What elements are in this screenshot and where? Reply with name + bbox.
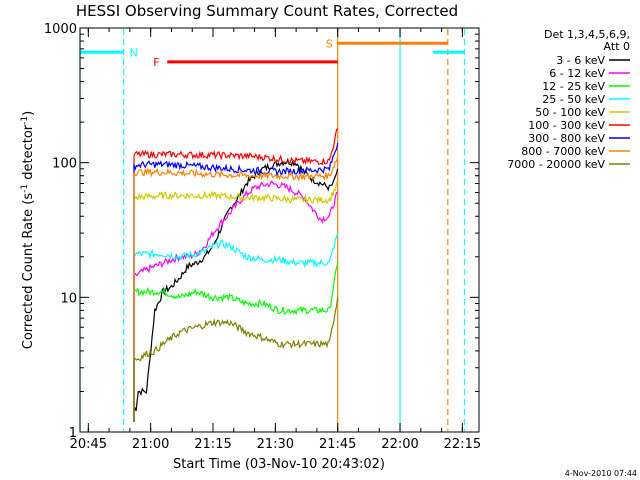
x-tick-label: 21:15 xyxy=(194,437,231,452)
legend-label-8: 800 - 7000 keV xyxy=(521,145,605,158)
legend-label-5: 50 - 100 keV xyxy=(535,106,605,119)
legend-label-9: 7000 - 20000 keV xyxy=(507,158,605,171)
saa-bar-label: N xyxy=(130,46,138,59)
x-tick-label: 21:30 xyxy=(257,437,294,452)
series-layer xyxy=(133,127,339,422)
x-tick-label: 20:45 xyxy=(70,437,107,452)
x-tick-label: 21:00 xyxy=(132,437,169,452)
series-line-6 xyxy=(133,127,339,422)
y-tick-label: 1 xyxy=(69,426,77,441)
series-line-2 xyxy=(133,180,338,422)
annotations-layer: N F S xyxy=(79,29,466,431)
chart-title: HESSI Observing Summary Count Rates, Cor… xyxy=(76,2,458,20)
x-tick-label: 21:45 xyxy=(319,437,356,452)
legend-label-1: 3 - 6 keV xyxy=(556,54,605,67)
series-line-9 xyxy=(133,297,339,422)
y-tick-label: 1000 xyxy=(44,22,77,37)
series-line-1 xyxy=(133,157,339,422)
y-tick-label: 100 xyxy=(52,157,77,172)
plot-frame xyxy=(79,27,480,433)
x-tick-label: 22:00 xyxy=(381,437,418,452)
y-axis-label-sup2: -1 xyxy=(20,116,30,125)
legend-label-7: 300 - 800 keV xyxy=(528,132,605,145)
flare-bar-label: F xyxy=(153,56,159,69)
series-line-8 xyxy=(133,156,339,422)
y-tick-label: 10 xyxy=(60,291,77,306)
series-line-5 xyxy=(133,181,339,422)
series-line-3 xyxy=(133,262,339,422)
legend-header-line-1: Det 1,3,4,5,6,9, xyxy=(544,28,630,41)
y-axis-label-sup1: -1 xyxy=(20,184,30,193)
series-line-4 xyxy=(133,232,339,422)
s-bar-label: S xyxy=(326,37,333,50)
legend-label-6: 100 - 300 keV xyxy=(528,119,605,132)
legend-label-2: 6 - 12 keV xyxy=(549,67,605,80)
x-tick-label: 22:15 xyxy=(444,437,481,452)
y-axis-label-mid: detector xyxy=(21,124,36,184)
legend-header-line-2: Att 0 xyxy=(604,40,630,53)
legend-label-4: 25 - 50 keV xyxy=(542,93,605,106)
y-axis-label-end: ) xyxy=(21,111,36,116)
series-line-7 xyxy=(133,142,339,422)
y-axis-label-main: Corrected Count Rate (s xyxy=(21,193,36,350)
y-axis-label: Corrected Count Rate (s-1 detector-1) xyxy=(20,111,36,349)
footer-date: 4-Nov-2010 07:44 xyxy=(565,469,637,478)
axes-layer: 20:45 21:00 21:15 21:30 21:45 22:00 22:15 1 10 10… xyxy=(44,22,481,452)
x-axis-label: Start Time (03-Nov-10 20:43:02) xyxy=(173,457,385,472)
legend-label-3: 12 - 25 keV xyxy=(542,80,605,93)
